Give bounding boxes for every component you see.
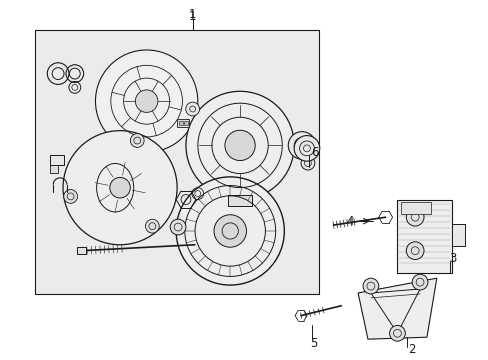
Circle shape [170,219,185,235]
Bar [50,165,58,173]
Text: 1: 1 [189,10,196,23]
Circle shape [389,325,405,341]
Circle shape [288,132,315,159]
Bar [179,121,183,125]
Polygon shape [357,278,436,339]
Circle shape [176,177,284,285]
Bar [184,121,188,125]
Text: 1: 1 [189,8,196,21]
Circle shape [185,102,199,116]
Text: 4: 4 [346,215,353,228]
Circle shape [135,90,158,112]
Circle shape [411,274,427,290]
Circle shape [95,50,197,152]
Text: 6: 6 [310,146,318,159]
Bar [397,199,450,273]
Bar [77,247,85,253]
Text: 2: 2 [407,342,415,356]
Bar [450,224,465,246]
Circle shape [185,91,294,199]
Circle shape [362,278,378,294]
Circle shape [110,177,130,198]
Text: 5: 5 [309,337,317,350]
Circle shape [214,215,246,247]
Circle shape [224,130,255,161]
Circle shape [63,131,177,245]
Circle shape [301,156,314,170]
Circle shape [294,136,319,161]
Circle shape [406,208,423,226]
Bar [50,155,64,165]
Bar [177,119,189,127]
Circle shape [145,219,159,233]
Bar [401,202,430,214]
Bar [228,195,251,206]
Bar [36,30,318,294]
Circle shape [63,189,78,203]
Circle shape [130,134,144,147]
Text: 3: 3 [448,252,455,265]
Circle shape [406,242,423,260]
